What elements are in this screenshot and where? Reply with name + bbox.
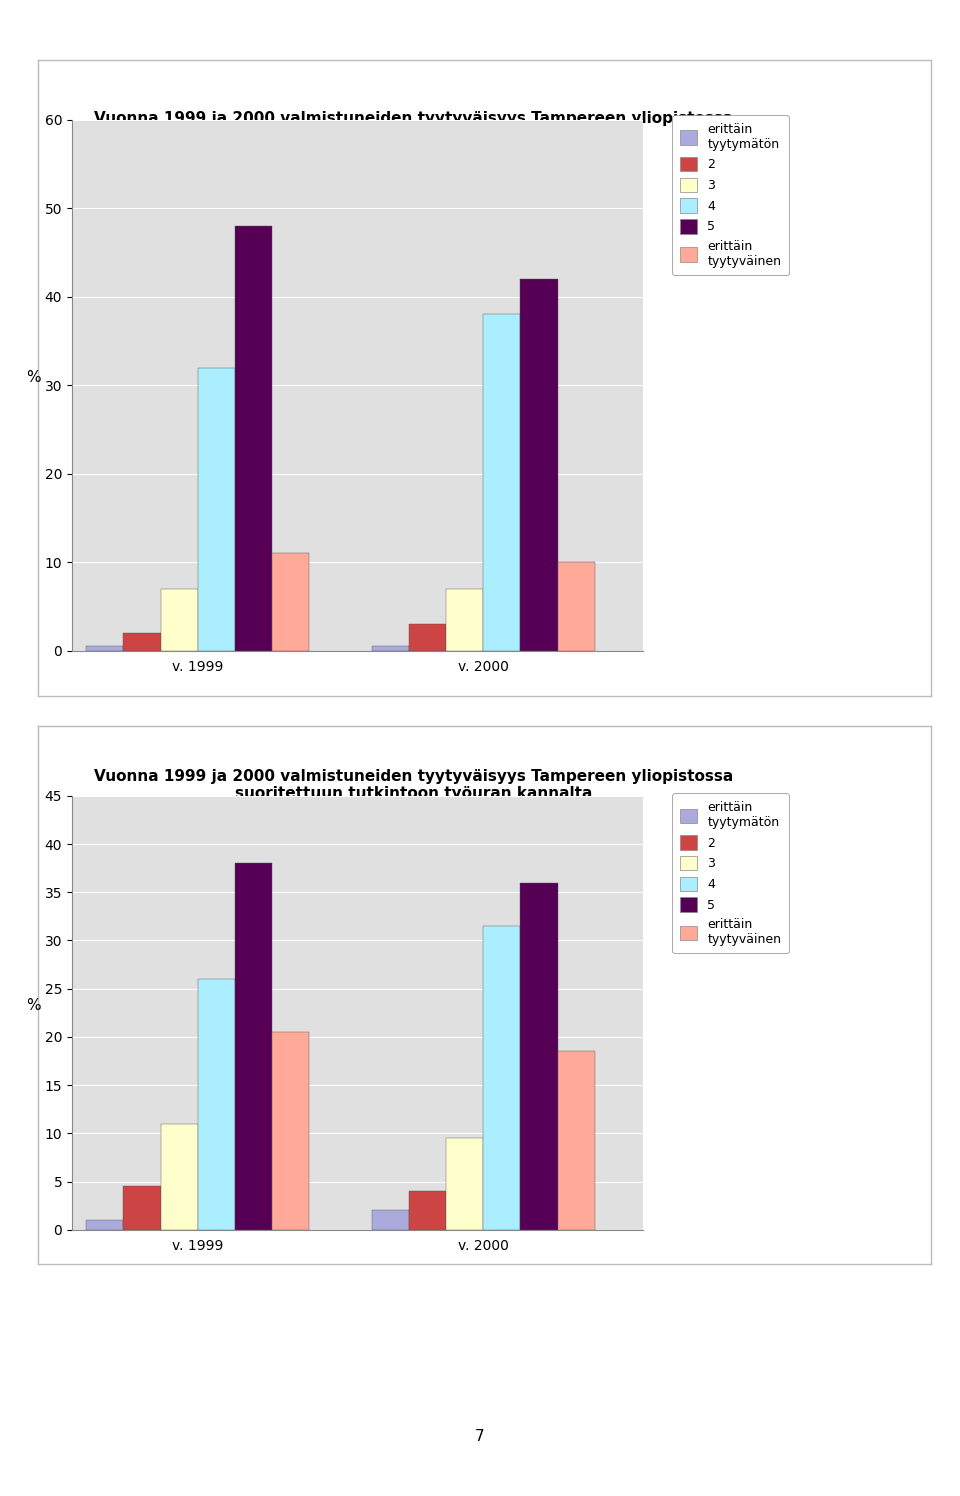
Bar	[124, 633, 160, 651]
Bar	[124, 1186, 160, 1230]
Bar	[558, 562, 594, 651]
Legend: erittäin
tyytymätön, 2, 3, 4, 5, erittäin
tyytyväinen: erittäin tyytymätön, 2, 3, 4, 5, erittäi…	[672, 115, 789, 275]
Legend: erittäin
tyytymätön, 2, 3, 4, 5, erittäin
tyytyväinen: erittäin tyytymätön, 2, 3, 4, 5, erittäi…	[672, 793, 789, 953]
Bar	[372, 646, 409, 651]
Bar	[160, 589, 198, 651]
Bar	[198, 978, 235, 1230]
Bar	[520, 883, 558, 1230]
Bar	[235, 226, 272, 651]
Text: Vuonna 1999 ja 2000 valmistuneiden tyytyväisyys Tampereen yliopistossa
suoritett: Vuonna 1999 ja 2000 valmistuneiden tyyty…	[94, 769, 733, 800]
Bar	[198, 368, 235, 651]
Bar	[558, 1052, 594, 1230]
Bar	[409, 1191, 446, 1230]
Bar	[272, 1032, 309, 1230]
Y-axis label: %: %	[26, 998, 41, 1013]
Bar	[372, 1210, 409, 1230]
Text: Vuonna 1999 ja 2000 valmistuneiden tyytyväisyys Tampereen yliopistossa
annettuun: Vuonna 1999 ja 2000 valmistuneiden tyyty…	[94, 111, 733, 144]
Bar	[86, 646, 124, 651]
Bar	[483, 926, 520, 1230]
Bar	[520, 280, 558, 651]
Bar	[272, 554, 309, 651]
Y-axis label: %: %	[26, 370, 41, 386]
Bar	[446, 589, 483, 651]
Bar	[446, 1138, 483, 1230]
Bar	[235, 863, 272, 1230]
Text: 7: 7	[475, 1429, 485, 1444]
Bar	[409, 624, 446, 651]
Bar	[160, 1123, 198, 1230]
Bar	[86, 1221, 124, 1230]
Bar	[483, 314, 520, 651]
